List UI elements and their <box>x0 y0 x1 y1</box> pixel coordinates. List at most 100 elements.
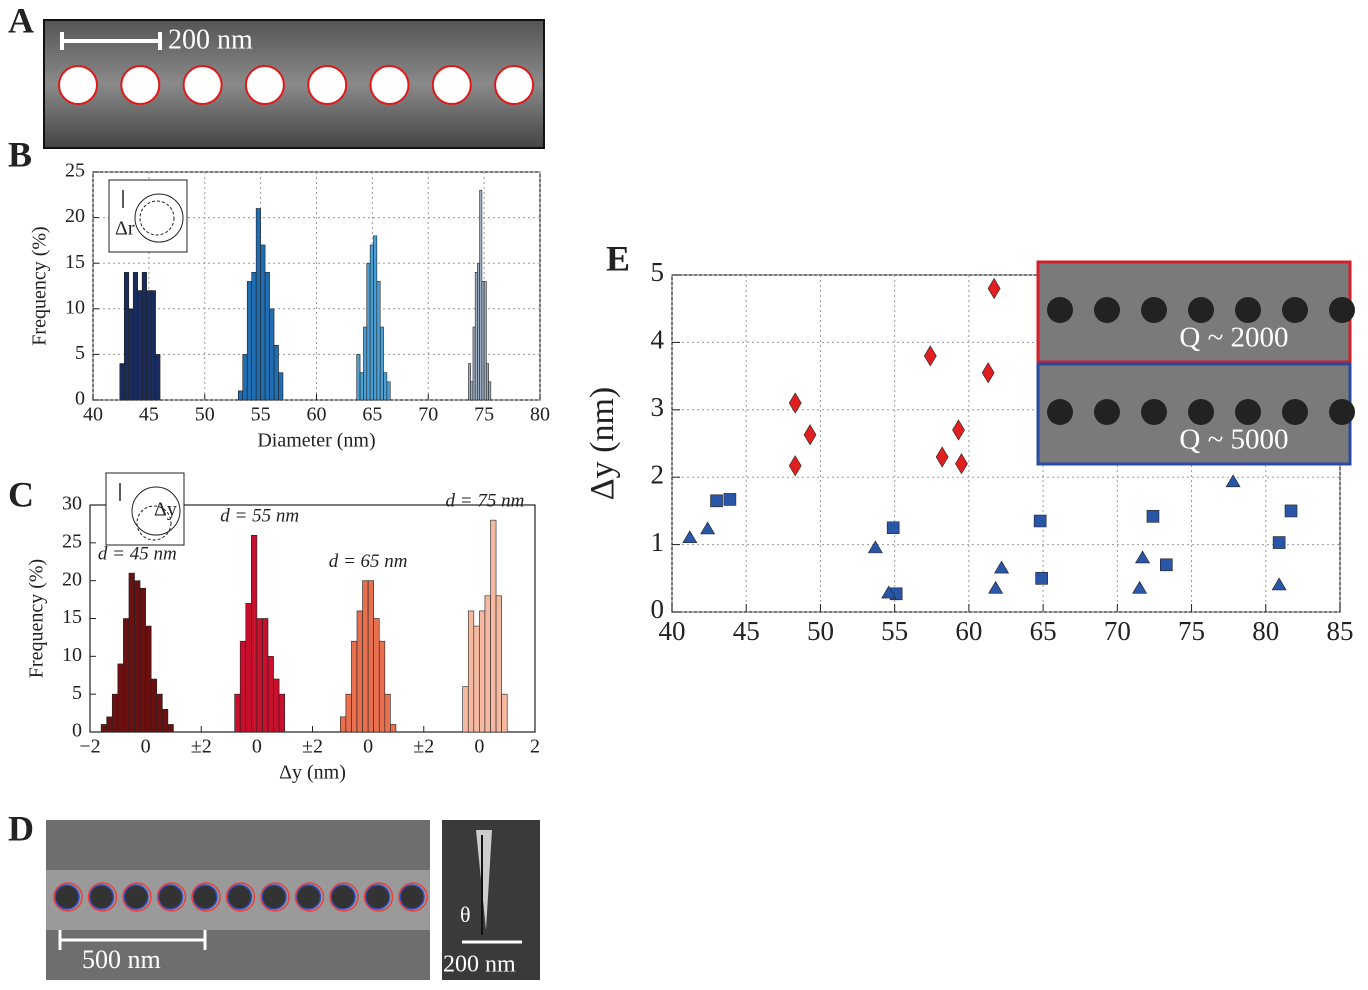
x-tick-label: 75 <box>474 404 494 426</box>
marker <box>1135 550 1151 564</box>
hole <box>54 884 80 910</box>
bar <box>488 381 492 401</box>
hole <box>244 65 285 105</box>
bar <box>473 625 480 733</box>
inset-hole <box>1141 399 1167 425</box>
inset-hole <box>1329 399 1355 425</box>
bar <box>278 372 284 401</box>
x-tick-label: 40 <box>83 404 103 426</box>
bar <box>340 716 347 733</box>
y-tick-label: 20 <box>62 568 82 590</box>
marker <box>881 585 897 599</box>
hole <box>58 65 98 105</box>
x-tick-label: 55 <box>881 616 908 646</box>
panel-letter: D <box>8 808 34 848</box>
x-tick-label: 2 <box>530 736 540 758</box>
bar <box>106 716 113 733</box>
inset-hole <box>1282 399 1308 425</box>
bar <box>264 272 270 401</box>
bar <box>373 618 380 733</box>
inset-circle <box>134 193 184 243</box>
bar <box>111 693 119 733</box>
hole <box>369 65 410 105</box>
x-tick-label: ±2 <box>302 736 323 758</box>
y-tick-label: 0 <box>651 594 665 624</box>
inset-hole <box>1094 399 1120 425</box>
bar <box>373 235 378 401</box>
y-tick-label: 10 <box>62 644 82 666</box>
hole <box>88 884 115 910</box>
angle-label: θ <box>460 902 471 927</box>
hole-outline <box>329 882 359 912</box>
bar <box>486 363 489 401</box>
x-axis-label: Δy (nm) <box>279 762 346 784</box>
inset-box <box>108 179 188 253</box>
inset-hole <box>1141 297 1167 323</box>
bar <box>269 308 275 401</box>
bar <box>477 262 480 401</box>
bar <box>145 625 152 733</box>
bar <box>472 326 476 401</box>
bar <box>141 272 147 401</box>
bar <box>117 663 124 733</box>
y-tick-label: 3 <box>651 392 665 422</box>
hole <box>431 65 472 105</box>
marker <box>710 494 723 508</box>
hole-outline <box>87 882 118 912</box>
bar <box>490 519 497 733</box>
hole <box>192 884 218 910</box>
bar <box>137 290 143 401</box>
bar <box>262 618 269 733</box>
series-label: d = 65 nm <box>329 551 408 572</box>
hole <box>307 65 348 105</box>
x-tick-label: 40 <box>659 616 686 646</box>
bar <box>359 372 364 401</box>
inset-box <box>105 472 185 546</box>
x-tick-label: 50 <box>195 404 215 426</box>
x-tick-label: 75 <box>1178 616 1205 646</box>
marker <box>923 345 937 367</box>
series-label: d = 55 nm <box>220 506 299 527</box>
marker <box>1035 571 1048 585</box>
hole <box>226 884 253 910</box>
y-tick-label: 15 <box>62 606 82 628</box>
scale-bar-label: 200 nm <box>168 24 253 55</box>
marker <box>1272 536 1286 549</box>
panel-letter: B <box>8 134 32 174</box>
bar <box>470 381 474 401</box>
bar <box>345 693 352 733</box>
x-tick-label: 50 <box>807 616 834 646</box>
y-tick-label: 30 <box>62 493 82 515</box>
panel-letter: C <box>8 474 34 514</box>
bar <box>255 208 261 401</box>
bar <box>501 693 508 733</box>
hole-outline <box>363 882 394 912</box>
marker <box>867 540 883 554</box>
sidewall <box>476 830 492 930</box>
hole <box>182 65 223 105</box>
hole <box>494 65 535 105</box>
marker <box>1160 558 1173 572</box>
hole <box>261 884 287 910</box>
hole <box>330 884 356 910</box>
scale-bar-label: 500 nm <box>82 945 161 974</box>
bar <box>132 272 138 401</box>
y-axis-label: Δy (nm) <box>584 387 621 500</box>
x-tick-label: 80 <box>1252 616 1279 646</box>
marker <box>981 362 995 384</box>
sem-cross-section <box>442 820 540 980</box>
bar <box>481 281 485 401</box>
marker <box>955 453 968 475</box>
marker <box>788 455 802 477</box>
inset-hole <box>1094 297 1120 323</box>
marker <box>682 530 698 544</box>
series-label: d = 75 nm <box>446 490 525 511</box>
bar <box>123 272 130 401</box>
hole <box>364 884 391 910</box>
bar <box>273 344 279 401</box>
marker <box>723 493 737 506</box>
bar <box>363 326 368 401</box>
bar <box>362 580 369 733</box>
hole-outline <box>53 882 83 912</box>
